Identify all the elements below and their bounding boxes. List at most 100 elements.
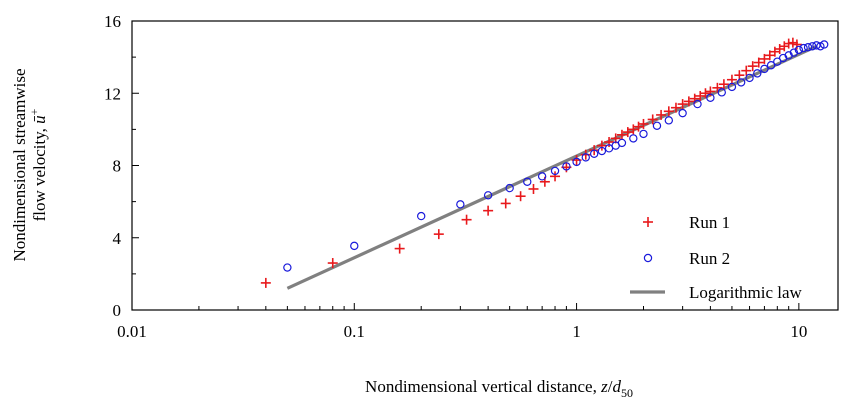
y-axis-title-var: ū (30, 115, 49, 124)
data-point (656, 109, 667, 120)
plot-border (131, 20, 839, 311)
x-tick-label: 1 (572, 322, 581, 341)
data-point (629, 134, 638, 143)
data-point (706, 93, 715, 102)
x-tick-label: 10 (790, 322, 807, 341)
data-point (812, 41, 821, 50)
data-point (589, 149, 599, 158)
legend: Run 1 Run 2 Logarithmic law (630, 213, 803, 302)
data-point (683, 96, 694, 107)
data-point (717, 88, 726, 97)
y-axis-title-sup: + (27, 108, 41, 115)
y-axis-ticks: 0 4 8 12 16 (104, 12, 139, 320)
data-point (803, 42, 813, 52)
x-axis-title-sub-base: d (612, 377, 621, 396)
data-point (652, 121, 662, 130)
y-axis-title-line1: Nondimensional streamwise (10, 68, 29, 261)
data-point (483, 191, 493, 200)
data-point (693, 99, 702, 109)
data-point (580, 149, 591, 160)
x-axis-title-sub: 50 (621, 386, 633, 400)
data-point (712, 82, 723, 93)
data-point (604, 137, 615, 148)
data-point (417, 211, 426, 221)
data-point (628, 124, 639, 135)
plot-frame (131, 20, 839, 311)
y-axis-title: Nondimensional streamwise flow velocity,… (10, 68, 49, 261)
data-point (745, 73, 754, 83)
data-point (766, 61, 776, 70)
data-point (670, 102, 681, 113)
x-tick-label: 0.01 (117, 322, 147, 341)
legend-label: Run 1 (689, 213, 730, 232)
data-point (773, 57, 782, 66)
data-point (700, 88, 711, 99)
data-point (808, 42, 817, 51)
data-point (283, 263, 292, 272)
y-tick-label: 12 (104, 84, 121, 103)
data-point (500, 198, 511, 209)
legend-marker (643, 217, 653, 227)
data-point (753, 57, 764, 68)
data-point (736, 78, 746, 87)
data-point (695, 90, 706, 101)
y-axis-title-line2: flow velocity, ū+ (27, 108, 49, 221)
data-point (617, 138, 627, 148)
data-point (718, 79, 729, 90)
legend-item: Logarithmic law (630, 283, 803, 302)
legend-label: Run 2 (689, 249, 730, 268)
data-point (616, 129, 627, 140)
data-point (819, 40, 829, 49)
legend-label: Logarithmic law (689, 283, 803, 302)
data-point (596, 140, 607, 151)
data-point (753, 69, 762, 78)
data-point (664, 116, 674, 125)
data-point (727, 82, 737, 92)
data-point (483, 205, 494, 216)
data-point (663, 106, 674, 117)
y-tick-label: 0 (113, 301, 122, 320)
data-point (741, 65, 752, 76)
data-point (783, 38, 794, 49)
x-axis-title-main: Nondimensional vertical distance, (365, 377, 601, 396)
data-point (260, 277, 271, 288)
data-point (350, 241, 359, 251)
data-point (764, 50, 775, 61)
data-point (461, 214, 472, 225)
data-point (647, 114, 658, 125)
data-point (638, 118, 649, 129)
data-point (528, 183, 539, 194)
x-axis-title: Nondimensional vertical distance, z/d50 (365, 377, 633, 400)
data-point (760, 64, 769, 74)
data-point (537, 172, 547, 181)
y-axis-title-line2-text: flow velocity, (30, 124, 49, 222)
series-run-2 (283, 40, 829, 272)
data-point (789, 48, 799, 57)
x-axis-title-var: z (600, 377, 608, 396)
data-point (677, 99, 688, 110)
y-tick-label: 4 (113, 229, 122, 248)
data-point (639, 129, 648, 139)
legend-item: Run 1 (643, 213, 730, 232)
data-point (678, 108, 687, 118)
data-point (791, 39, 802, 50)
data-point (550, 171, 561, 182)
data-point (759, 53, 770, 64)
data-point (747, 61, 758, 72)
legend-item: Run 2 (643, 249, 730, 268)
data-point (734, 70, 745, 81)
data-point (562, 162, 571, 171)
data-point (799, 43, 808, 53)
data-point (515, 191, 526, 202)
data-point (597, 146, 607, 156)
series-layer (260, 37, 829, 290)
data-point (572, 157, 581, 167)
data-point (550, 166, 560, 176)
data-point (456, 200, 465, 209)
data-point (705, 86, 716, 97)
x-tick-label: 0.1 (344, 322, 365, 341)
data-point (505, 183, 514, 193)
legend-marker (643, 253, 653, 263)
x-axis-title-slash: / (608, 377, 613, 396)
